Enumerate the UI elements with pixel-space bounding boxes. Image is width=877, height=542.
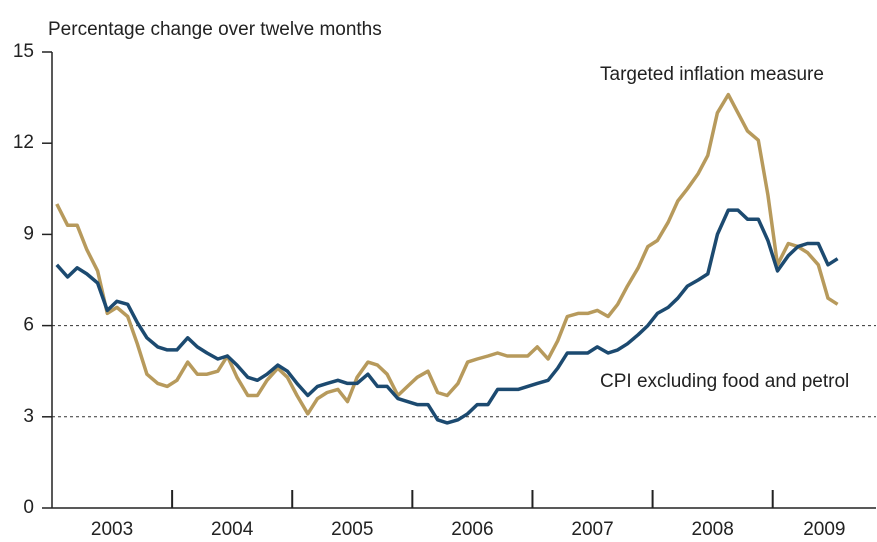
y-tick-label: 6 xyxy=(23,315,34,336)
x-tick-label: 2007 xyxy=(571,519,613,540)
y-tick-label: 0 xyxy=(23,497,34,518)
x-tick-label: 2009 xyxy=(803,519,845,540)
series-line xyxy=(55,208,839,425)
x-tick-label: 2005 xyxy=(331,519,373,540)
series-label: CPI excluding food and petrol xyxy=(600,371,849,392)
series-label: Targeted inflation measure xyxy=(600,64,824,85)
y-axis-label: Percentage change over twelve months xyxy=(48,19,382,40)
series-line xyxy=(55,92,839,416)
x-tick-label: 2003 xyxy=(91,519,133,540)
y-tick-label: 9 xyxy=(23,223,34,244)
x-tick-label: 2006 xyxy=(451,519,493,540)
y-tick-label: 15 xyxy=(13,41,34,62)
x-tick-label: 2008 xyxy=(692,519,734,540)
y-tick-label: 3 xyxy=(23,406,34,427)
x-tick-label: 2004 xyxy=(211,519,254,540)
y-tick-label: 12 xyxy=(13,132,34,153)
